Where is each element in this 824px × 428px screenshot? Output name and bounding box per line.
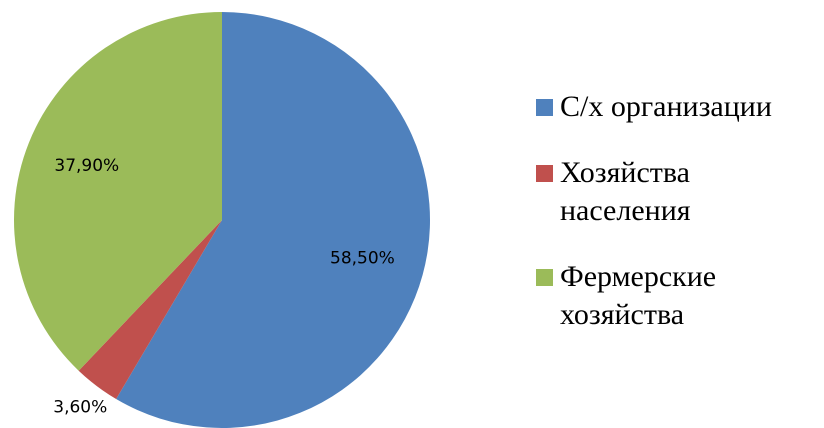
legend-item: Фермерские хозяйства [530,258,820,334]
legend-swatch [536,269,553,286]
legend-swatch [536,99,553,116]
data-label: 37,90% [54,156,119,176]
data-label: 3,60% [53,398,107,418]
pie-slice [116,12,430,428]
legend: С/х организации Хозяйства населения Фермер… [530,88,820,362]
data-label: 58,50% [330,248,395,268]
legend-label: С/х организации [560,90,772,123]
pie-slice [78,220,222,400]
legend-item: Хозяйства населения [530,154,820,230]
legend-label: Хозяйства населения [560,156,691,227]
legend-label: Фермерские хозяйства [560,260,717,331]
legend-item: С/х организации [530,88,820,126]
legend-swatch [536,165,553,182]
pie-slice [13,12,222,371]
